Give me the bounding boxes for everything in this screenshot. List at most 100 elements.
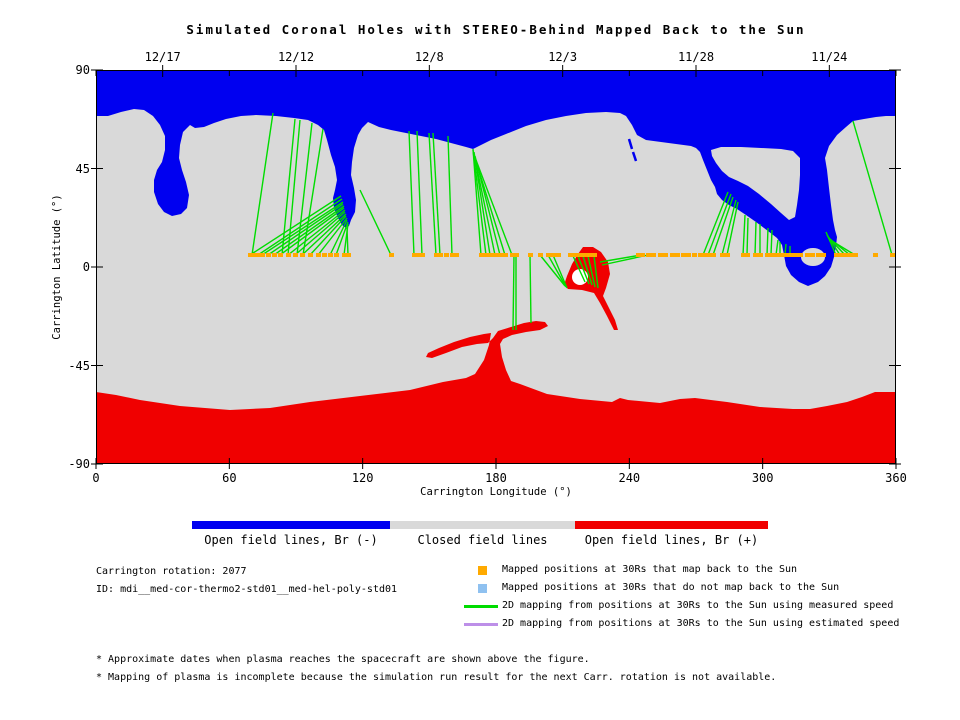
mapped-position-point: [778, 253, 783, 257]
field-line-colorbar: [192, 521, 768, 529]
mapped-position-point: [838, 253, 843, 257]
mapped-position-point: [434, 253, 439, 257]
legend-row: 2D mapping from positions at 30Rs to the…: [462, 598, 932, 616]
mapping-line-measured: [572, 255, 586, 283]
mapping-line-measured: [281, 118, 296, 256]
mapped-position-point: [438, 253, 443, 257]
mapped-position-point: [670, 253, 675, 257]
mapped-position-point: [454, 253, 459, 257]
mapping-line-measured: [287, 119, 301, 256]
mapped-position-point: [493, 253, 498, 257]
mapped-position-point: [578, 253, 583, 257]
top-date-label: 12/12: [277, 50, 315, 64]
mapping-line-measured: [831, 240, 856, 256]
legend-line-marker: [462, 616, 500, 634]
mapped-position-point: [514, 253, 519, 257]
mapping-line-measured: [770, 229, 773, 256]
mapped-position-point: [316, 253, 321, 257]
mapped-position-point: [592, 253, 597, 257]
mapping-line-measured: [766, 227, 769, 256]
mapping-line-measured: [472, 149, 487, 256]
mapped-position-point: [843, 253, 848, 257]
mapping-line-measured: [599, 254, 642, 263]
mapping-line-measured: [346, 227, 349, 256]
simulation-id-text: ID: mdi__med-cor-thermo2-std01__med-hel-…: [96, 584, 398, 595]
colorbar-segment: [192, 521, 391, 529]
mapping-line-measured: [712, 196, 734, 256]
mapping-line-measured: [359, 189, 392, 256]
map-svg: [91, 65, 901, 469]
mapped-position-point: [675, 253, 680, 257]
mapped-position-point: [651, 253, 656, 257]
mapped-position-point: [503, 253, 508, 257]
mapped-position-point: [640, 253, 645, 257]
mapped-position-point: [488, 253, 493, 257]
colorbar-segment: [390, 521, 576, 529]
mapped-position-point: [308, 253, 313, 257]
legend-line-marker: [462, 598, 500, 616]
mapped-position-point: [266, 253, 271, 257]
mapping-line-measured: [309, 215, 347, 256]
mapping-line-measured: [335, 221, 349, 256]
mapped-position-point: [538, 253, 543, 257]
mapping-line-measured: [428, 132, 437, 256]
plot-frame: [96, 70, 896, 464]
mapped-position-point: [753, 253, 758, 257]
coronal-hole-map: [91, 65, 901, 469]
mapped-position-point: [834, 253, 839, 257]
mapping-line-measured: [702, 191, 729, 256]
mapping-line-measured: [251, 112, 274, 256]
top-date-label: 11/24: [811, 50, 848, 64]
mapping-line-measured: [249, 195, 342, 256]
gray-pocket-in-blue: [711, 147, 800, 220]
mapped-position-point: [389, 253, 394, 257]
mapped-position-point: [848, 253, 853, 257]
colorbar-segment: [575, 521, 768, 529]
mapping-line-measured: [552, 254, 568, 289]
mapped-position-point: [272, 253, 277, 257]
y-tick-label: -45: [68, 358, 90, 373]
mapped-position-point: [322, 253, 327, 257]
mapped-position-point: [248, 253, 253, 257]
legend-label: 2D mapping from positions at 30Rs to the…: [502, 618, 900, 629]
mapping-line-measured: [529, 254, 532, 324]
mapping-line-measured: [707, 193, 732, 256]
mapped-position-point: [334, 253, 339, 257]
y-tick-label: 90: [75, 63, 90, 77]
mapping-line-measured: [475, 159, 513, 256]
small-blue-streak: [631, 151, 638, 162]
mapped-position-point: [793, 253, 798, 257]
x-tick-label: 300: [751, 471, 774, 485]
mapped-position-point: [416, 253, 421, 257]
y-tick-label: 45: [75, 161, 90, 176]
mapped-position-point: [256, 253, 261, 257]
colorbar-segment-label: Open field lines, Br (-): [204, 533, 378, 547]
top-date-label: 12/3: [548, 50, 578, 64]
mapped-position-point: [546, 253, 551, 257]
mapped-position-point: [583, 253, 588, 257]
line-icon: [464, 623, 498, 626]
mapping-line-measured: [472, 148, 482, 256]
mapping-line-measured: [301, 213, 347, 256]
mapping-line-measured: [539, 254, 566, 287]
mapping-line-measured: [742, 214, 746, 256]
mapped-position-point: [686, 253, 691, 257]
mapped-position-point: [252, 253, 257, 257]
chart-title: Simulated Coronal Holes with STEREO-Behi…: [186, 22, 806, 37]
equatorial-coronal-hole: [564, 247, 618, 330]
mapped-position-point: [278, 253, 283, 257]
mapping-line-measured: [582, 255, 593, 286]
mapped-position-point: [810, 253, 815, 257]
legend-square-marker: [462, 562, 500, 580]
footnote-2: * Mapping of plasma is incomplete becaus…: [96, 672, 777, 683]
mapped-position-point: [788, 253, 793, 257]
mapped-position-point: [646, 253, 651, 257]
mapping-line-measured: [447, 135, 453, 256]
mapped-position-point: [528, 253, 533, 257]
mapping-line-measured: [746, 217, 749, 256]
x-tick-label: 240: [618, 471, 641, 485]
carrington-rotation-text: Carrington rotation: 2077: [96, 566, 247, 577]
colorbar-segment-label: Closed field lines: [417, 533, 548, 547]
mapped-position-point: [701, 253, 706, 257]
mapped-position-point: [873, 253, 878, 257]
